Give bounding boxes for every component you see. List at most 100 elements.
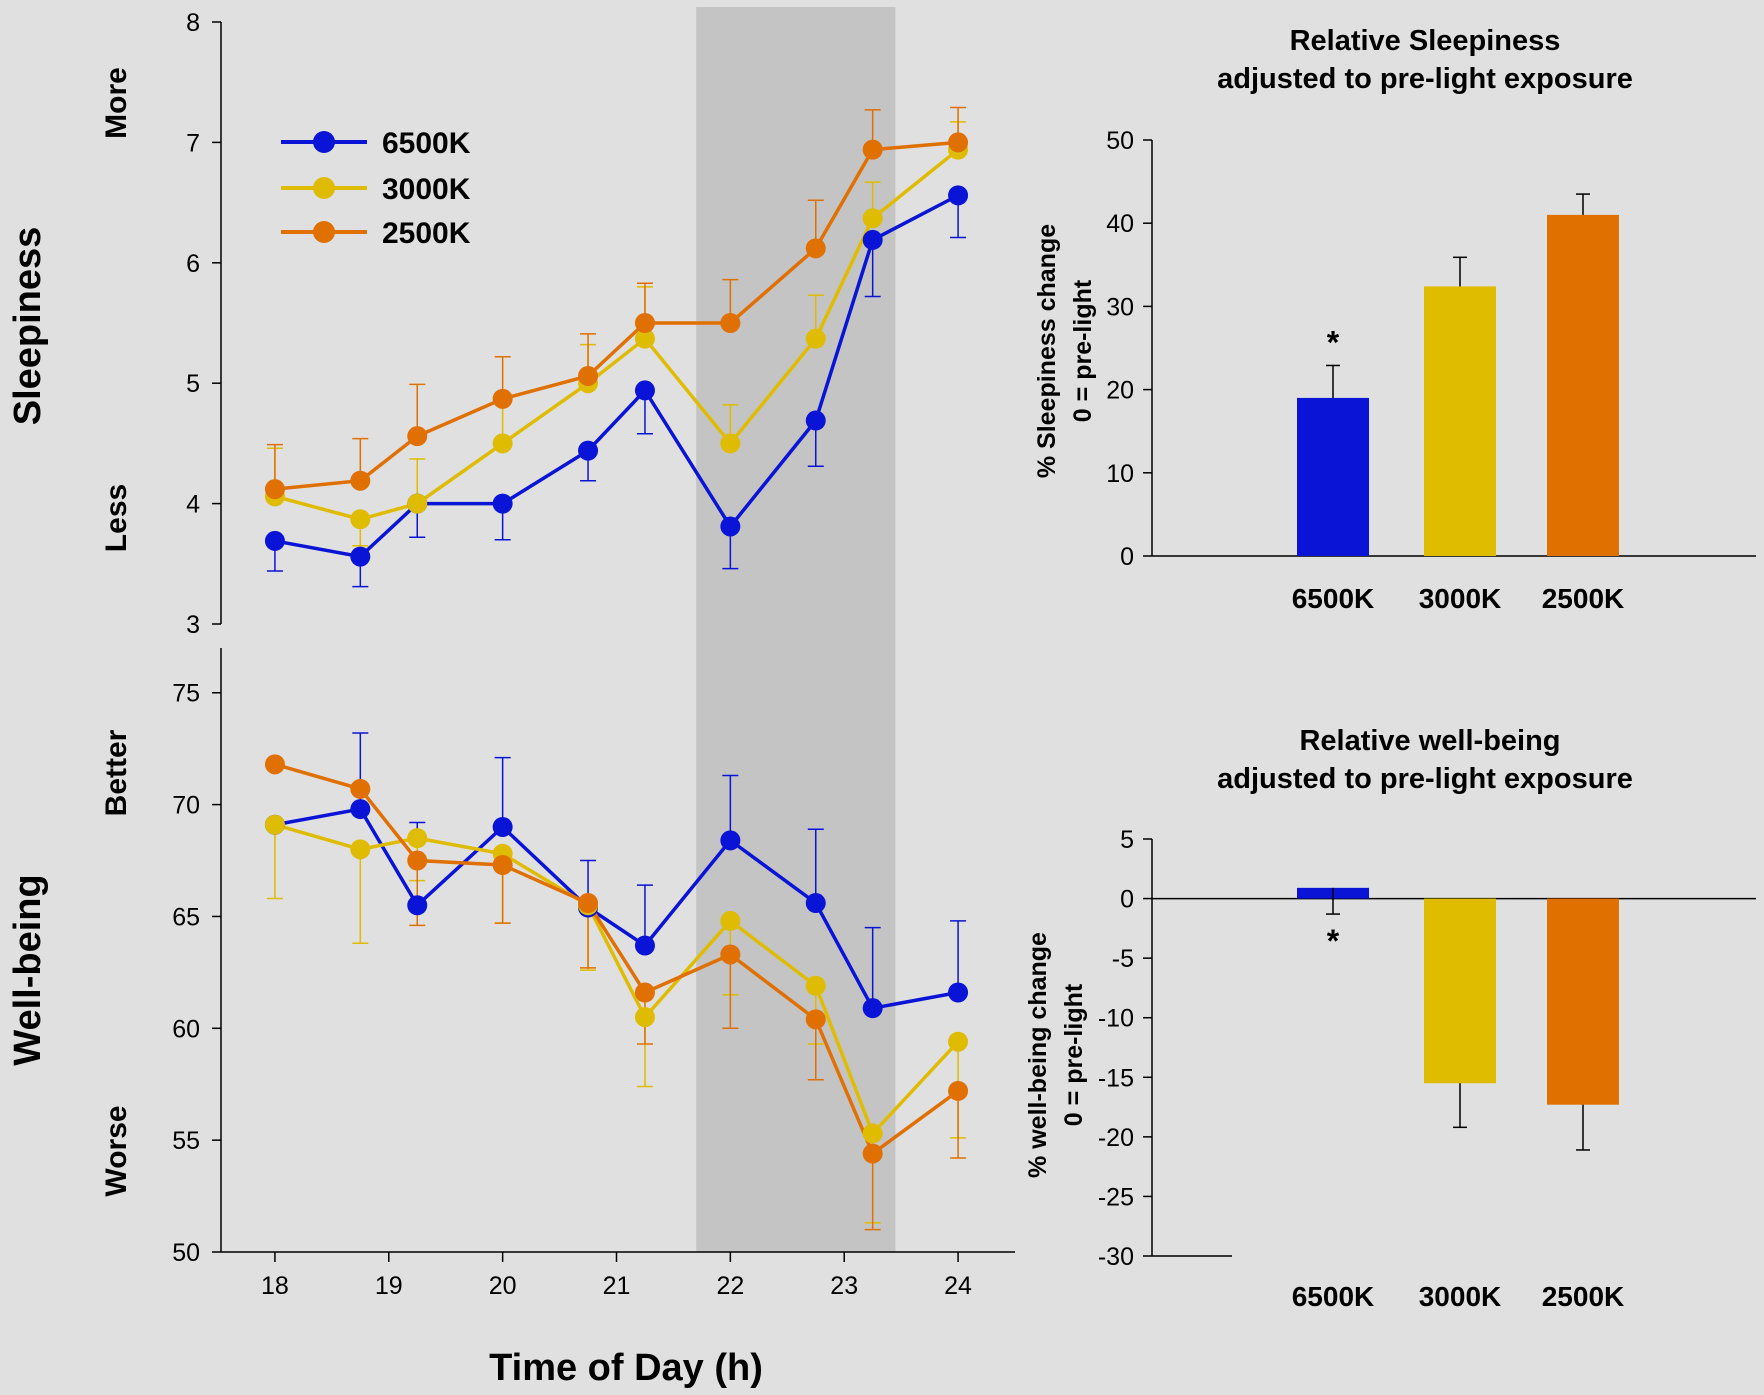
y-tick-label: 4	[186, 491, 200, 519]
data-point-3000k	[407, 493, 428, 514]
data-point-3000k	[862, 1123, 883, 1144]
data-point-6500k	[948, 185, 969, 206]
bar-2500k	[1547, 214, 1619, 556]
well-bar-ylabel-line2: 0 = pre-light	[1060, 983, 1088, 1126]
data-point-6500k	[948, 982, 969, 1003]
data-point-3000k	[805, 975, 826, 996]
y-tick-label: 0	[1120, 543, 1134, 571]
y-tick-label: 0	[1120, 886, 1134, 914]
data-point-2500k	[492, 388, 513, 409]
data-point-6500k	[862, 229, 883, 250]
data-point-2500k	[264, 754, 285, 775]
data-point-3000k	[350, 509, 371, 530]
data-point-3000k	[720, 910, 741, 931]
sleep-bar-ylabel-line1: % Sleepiness change	[1033, 224, 1061, 478]
data-point-2500k	[720, 944, 741, 965]
category-label-3000k: 3000K	[1419, 1281, 1502, 1312]
x-tick-label: 22	[716, 1272, 744, 1300]
series-line-2500k	[274, 140, 959, 491]
y-tick-label: 60	[172, 1015, 200, 1043]
data-point-2500k	[407, 426, 428, 447]
y-tick-label: -30	[1098, 1243, 1134, 1271]
y-tick-label: 5	[186, 370, 200, 398]
series-line-3000k	[274, 148, 960, 522]
better-label: Better	[100, 729, 133, 816]
data-point-3000k	[264, 814, 285, 835]
well-bar-ylabel-line1: % well-being change	[1024, 932, 1052, 1178]
data-point-2500k	[948, 132, 969, 153]
x-tick-label: 24	[944, 1272, 972, 1300]
y-tick-label: -15	[1098, 1064, 1134, 1092]
data-point-3000k	[720, 433, 741, 454]
y-tick-label: 8	[186, 9, 200, 37]
less-label: Less	[100, 484, 133, 552]
category-label-6500k: 6500K	[1292, 583, 1375, 614]
significance-marker: *	[1327, 324, 1340, 360]
data-point-3000k	[862, 208, 883, 229]
data-point-2500k	[578, 365, 599, 386]
data-point-3000k	[492, 433, 513, 454]
data-point-6500k	[634, 380, 655, 401]
data-point-3000k	[948, 1031, 969, 1052]
relative-wellbeing-bar-chart: -30 -25 -20 -15 -10 -5 0 5 6500K * 3000K 2500K	[1098, 826, 1756, 1312]
y-tick-label: 40	[1106, 210, 1134, 238]
more-label: More	[100, 67, 133, 139]
data-point-2500k	[264, 479, 285, 500]
data-point-2500k	[948, 1080, 969, 1101]
significance-marker: *	[1327, 923, 1340, 959]
wellbeing-line-chart: 50 55 60 65 70 75 18 19 20 21 22 23 24	[172, 648, 1015, 1300]
y-tick-label: -5	[1112, 945, 1134, 973]
data-point-6500k	[634, 935, 655, 956]
data-point-6500k	[407, 895, 428, 916]
light-exposure-band	[696, 7, 896, 1252]
data-point-6500k	[264, 530, 285, 551]
data-point-6500k	[350, 799, 371, 820]
y-tick-label: -25	[1098, 1183, 1134, 1211]
series-line-2500k	[274, 762, 960, 1157]
data-point-6500k	[720, 830, 741, 851]
series-line-3000k	[274, 823, 960, 1137]
y-tick-label: 65	[172, 903, 200, 931]
data-point-2500k	[805, 1009, 826, 1030]
data-point-2500k	[492, 854, 513, 875]
y-tick-label: 6	[186, 250, 200, 278]
data-point-2500k	[634, 313, 655, 333]
relative-sleepiness-bar-chart: 0 10 20 30 40 50 6500K * 3000K 2500K	[1106, 127, 1756, 614]
worse-label: Worse	[100, 1105, 133, 1196]
data-point-3000k	[407, 828, 428, 849]
data-point-2500k	[578, 893, 599, 914]
sleep-bar-title-line1: Relative Sleepiness	[1290, 25, 1561, 57]
y-tick-label: 5	[1120, 826, 1134, 854]
bar-6500k	[1297, 397, 1369, 556]
data-point-6500k	[805, 410, 826, 431]
y-tick-label: 7	[186, 129, 200, 157]
x-tick-label: 20	[489, 1272, 517, 1300]
y-tick-label: 20	[1106, 377, 1134, 405]
data-point-2500k	[862, 1143, 883, 1164]
sleepiness-label: Sleepiness	[7, 227, 49, 426]
data-point-6500k	[805, 893, 826, 914]
category-label-6500k: 6500K	[1292, 1281, 1375, 1312]
data-point-6500k	[492, 816, 513, 837]
light-exposure-shading	[696, 7, 896, 1252]
legend-label-2500k: 2500K	[382, 217, 471, 250]
data-point-6500k	[578, 440, 599, 461]
y-tick-label: 55	[172, 1127, 200, 1155]
y-tick-label: 50	[172, 1239, 200, 1267]
sleep-bar-ylabel-line2: 0 = pre-light	[1069, 279, 1097, 422]
y-tick-label: -20	[1098, 1124, 1134, 1152]
x-tick-label: 23	[830, 1272, 858, 1300]
y-tick-label: 70	[172, 792, 200, 820]
legend-marker-3000k	[313, 177, 335, 199]
data-point-3000k	[350, 839, 371, 860]
data-point-2500k	[862, 139, 883, 160]
y-tick-label: 75	[172, 680, 200, 708]
data-point-2500k	[720, 313, 741, 333]
legend-marker-2500k	[313, 221, 335, 243]
data-point-6500k	[350, 546, 371, 567]
category-label-2500k: 2500K	[1542, 1281, 1625, 1312]
sleep-bar-title-line2: adjusted to pre-light exposure	[1217, 63, 1633, 95]
bar-3000k	[1424, 898, 1496, 1084]
data-point-3000k	[634, 1007, 655, 1028]
series-line-6500k	[274, 193, 959, 559]
